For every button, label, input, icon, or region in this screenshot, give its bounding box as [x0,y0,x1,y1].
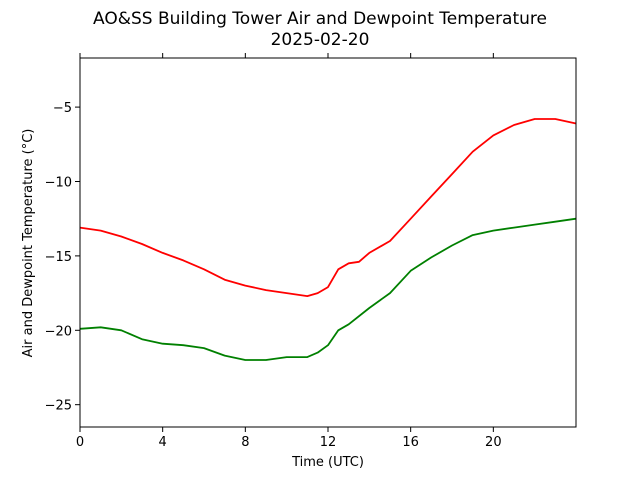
x-tick-label-20: 20 [485,435,502,450]
x-tick-label-12: 12 [320,435,337,450]
y-tick-label--15: −15 [45,250,72,265]
x-tick-label-4: 4 [159,435,167,450]
x-tick-label-0: 0 [76,435,84,450]
x-tick-label-16: 16 [402,435,419,450]
series-line-1 [79,217,577,361]
y-axis-label: Air and Dewpoint Temperature (°C) [21,129,36,358]
series-line-0 [79,118,577,298]
x-axis-label: Time (UTC) [291,455,364,470]
chart-title: AO&SS Building Tower Air and Dewpoint Te… [93,9,547,29]
series-layer [79,118,577,361]
y-tick-label--20: −20 [45,324,72,339]
chart-subtitle: 2025-02-20 [271,30,370,50]
plot-frame [79,57,577,428]
x-tick-label-8: 8 [241,435,249,450]
y-tick-label--25: −25 [45,399,72,414]
tick-layer: 0 4 8 12 16 20 −25 −20 −15 −10 −5 [45,53,502,450]
y-tick-label--10: −10 [45,175,72,190]
y-tick-label--5: −5 [53,101,72,116]
